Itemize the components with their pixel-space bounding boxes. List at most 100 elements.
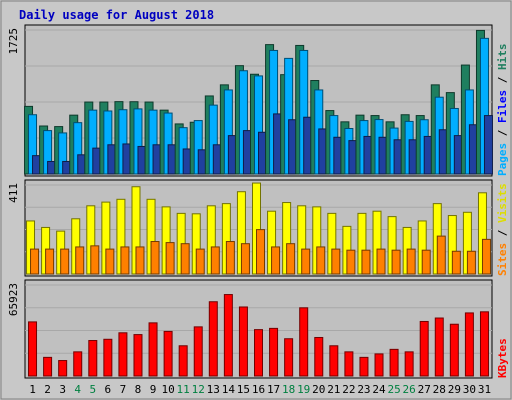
bar-sites-day-9: Sites 9: 150 xyxy=(150,241,160,275)
x-tick-label: 22 xyxy=(342,383,355,396)
legend-entry: / xyxy=(496,123,509,143)
panel-kbytes: 65923 KBytes KBytes 1: 39200 KBytes 2: 1350… xyxy=(7,279,509,379)
x-tick-label: 2 xyxy=(44,383,51,396)
bar-kbytes-day-15: KBytes 15: 50000 xyxy=(238,306,248,377)
bar-kbytes-day-28: KBytes 28: 42000 xyxy=(434,317,444,377)
x-tick-label: 11 xyxy=(177,383,190,396)
bar-kbytes-day-13: KBytes 13: 53800 xyxy=(208,301,218,377)
x-tick-label: 29 xyxy=(448,383,461,396)
bar-sites-day-16: Sites 16: 205 xyxy=(256,229,265,275)
x-tick-label: 21 xyxy=(327,383,340,396)
bar-sites-day-17: Sites 17: 125 xyxy=(271,246,281,275)
panel-legend: Sites / Visits xyxy=(496,183,509,276)
bar-kbytes-day-3: KBytes 3: 11200 xyxy=(58,360,68,377)
bar-sites-day-1: Sites 1: 115 xyxy=(30,248,40,275)
bar-sites-day-15: Sites 15: 140 xyxy=(240,243,250,275)
bar-sites-day-3: Sites 3: 115 xyxy=(60,248,70,275)
bar-sites-day-30: Sites 30: 105 xyxy=(466,250,476,275)
bar-kbytes-day-20: KBytes 20: 27900 xyxy=(314,336,324,377)
bar-kbytes-day-26: KBytes 26: 17500 xyxy=(404,351,414,377)
bar-sites-day-6: Sites 6: 115 xyxy=(105,248,115,275)
legend-entry: Hits xyxy=(496,44,509,71)
legend-entry: Visits xyxy=(496,183,509,223)
bar-kbytes-day-29: KBytes 29: 37500 xyxy=(449,323,459,377)
bar-sites-day-25: Sites 25: 110 xyxy=(391,249,401,275)
bar-sites-day-21: Sites 21: 115 xyxy=(331,248,341,275)
legend-entry: KBytes xyxy=(496,338,509,378)
bar-sites-day-29: Sites 29: 105 xyxy=(451,250,461,275)
panel-legend: Pages / Files / Hits xyxy=(496,44,509,177)
x-tick-label: 7 xyxy=(120,383,127,396)
legend-entry: / xyxy=(496,70,509,90)
bar-kbytes-day-7: KBytes 7: 31300 xyxy=(118,332,128,377)
x-tick-label: 13 xyxy=(207,383,220,396)
legend-entry: Files xyxy=(496,90,509,123)
x-tick-label: 1 xyxy=(29,383,36,396)
x-tick-label: 8 xyxy=(135,383,142,396)
x-tick-label: 30 xyxy=(463,383,476,396)
bar-kbytes-day-1: KBytes 1: 39200 xyxy=(28,321,38,377)
x-tick-label: 19 xyxy=(297,383,310,396)
bar-kbytes-day-12: KBytes 12: 35600 xyxy=(193,326,203,377)
bar-kbytes-day-31: KBytes 31: 46500 xyxy=(479,311,489,377)
bar-sites-day-4: Sites 4: 125 xyxy=(75,246,85,275)
bar-sites-day-8: Sites 8: 125 xyxy=(135,246,145,275)
x-tick-label: 14 xyxy=(222,383,236,396)
bar-kbytes-day-11: KBytes 11: 21900 xyxy=(178,345,188,377)
x-tick-label: 26 xyxy=(403,383,416,396)
legend-entry: Sites xyxy=(496,243,509,276)
bar-kbytes-day-8: KBytes 8: 30000 xyxy=(133,334,143,377)
bar-sites-day-18: Sites 18: 140 xyxy=(286,243,296,275)
x-tick-label: 31 xyxy=(478,383,491,396)
bar-sites-day-20: Sites 20: 125 xyxy=(316,246,326,275)
x-tick-label: 28 xyxy=(433,383,446,396)
bar-sites-day-14: Sites 14: 150 xyxy=(225,241,235,275)
bar-sites-day-22: Sites 22: 110 xyxy=(346,249,356,275)
bar-kbytes-day-21: KBytes 21: 21900 xyxy=(329,345,339,377)
bar-sites-day-11: Sites 11: 140 xyxy=(180,243,190,275)
x-tick-label: 23 xyxy=(357,383,370,396)
x-tick-label: 5 xyxy=(89,383,96,396)
panel-legend: KBytes xyxy=(496,338,509,378)
x-tick-label: 20 xyxy=(312,383,325,396)
bar-kbytes-day-5: KBytes 5: 25700 xyxy=(88,340,98,377)
bar-sites-day-26: Sites 26: 115 xyxy=(406,248,416,275)
x-tick-label: 10 xyxy=(161,383,174,396)
bar-kbytes-day-4: KBytes 4: 17500 xyxy=(73,351,83,377)
bar-sites-day-13: Sites 13: 125 xyxy=(210,246,220,275)
bar-kbytes-day-30: KBytes 30: 45700 xyxy=(464,312,474,377)
x-tick-label: 6 xyxy=(105,383,112,396)
x-tick-label: 25 xyxy=(387,383,400,396)
bar-sites-day-28: Sites 28: 175 xyxy=(436,235,446,275)
bar-sites-day-10: Sites 10: 145 xyxy=(165,242,175,275)
bar-kbytes-day-9: KBytes 9: 38500 xyxy=(148,322,158,377)
bar-kbytes-day-19: KBytes 19: 49400 xyxy=(299,307,309,377)
bar-kbytes-day-6: KBytes 6: 26600 xyxy=(103,338,113,377)
x-tick-label: 12 xyxy=(192,383,205,396)
y-max-label: 411 xyxy=(7,183,20,203)
y-max-label: 65923 xyxy=(7,283,20,316)
bar-kbytes-day-18: KBytes 18: 27000 xyxy=(284,338,294,377)
bar-sites-day-7: Sites 7: 125 xyxy=(120,246,130,275)
chart-title: Daily usage for August 2018 xyxy=(19,8,214,22)
bar-kbytes-day-17: KBytes 17: 34500 xyxy=(269,327,279,377)
x-tick-label: 15 xyxy=(237,383,250,396)
bar-sites-day-12: Sites 12: 115 xyxy=(195,248,205,275)
bar-kbytes-day-22: KBytes 22: 17500 xyxy=(344,351,354,377)
x-tick-label: 9 xyxy=(150,383,157,396)
legend-entry: / xyxy=(496,223,509,243)
bar-kbytes-day-10: KBytes 10: 32300 xyxy=(163,330,173,377)
bar-sites-day-27: Sites 27: 110 xyxy=(421,249,431,275)
x-tick-label: 18 xyxy=(282,383,295,396)
bar-sites-day-24: Sites 24: 115 xyxy=(376,248,386,275)
x-tick-label: 4 xyxy=(74,383,81,396)
bar-kbytes-day-27: KBytes 27: 39500 xyxy=(419,320,429,377)
bar-sites-day-5: Sites 5: 130 xyxy=(90,245,100,275)
y-max-label: 1725 xyxy=(7,28,20,55)
bar-kbytes-day-2: KBytes 2: 13500 xyxy=(43,356,53,377)
legend-entry: Pages xyxy=(496,143,509,176)
